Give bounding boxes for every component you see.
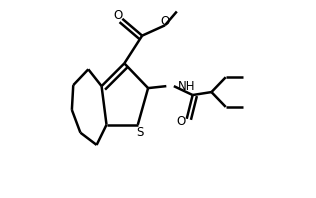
Text: S: S <box>136 126 143 139</box>
Text: NH: NH <box>178 80 195 93</box>
Text: O: O <box>177 115 186 128</box>
Text: O: O <box>160 15 170 28</box>
Text: O: O <box>113 9 123 22</box>
